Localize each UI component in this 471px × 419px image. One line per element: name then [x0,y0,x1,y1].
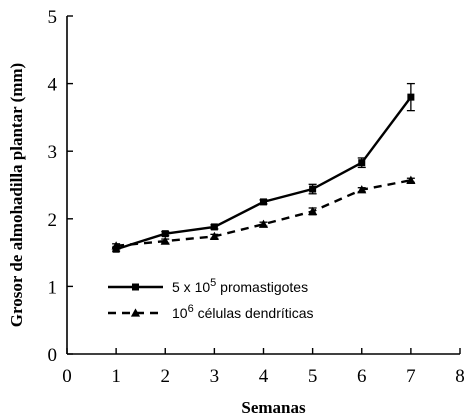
y-tick-label: 4 [48,75,58,96]
x-tick-label: 0 [62,366,72,387]
data-point-marker [358,159,366,167]
y-tick-label: 2 [48,210,58,231]
y-tick-label: 3 [48,142,58,163]
data-point-marker [407,93,415,101]
x-tick-label: 6 [357,366,367,387]
y-axis-title: Grosor de almohadilla plantar (mm) [7,63,26,327]
x-tick-label: 2 [161,366,171,387]
series-layer [111,82,416,253]
data-point-marker [357,185,367,194]
y-tick-label: 5 [48,7,58,28]
legend-item-1: 5 x 105 promastigotes [108,277,308,295]
x-tick-label: 7 [406,366,416,387]
data-point-marker [309,185,317,193]
legend-label: 106 células dendríticas [172,303,314,321]
x-tick-label: 8 [455,366,465,387]
data-point-marker [161,230,169,238]
legend-item-2: 106 células dendríticas [108,303,314,321]
y-tick-label: 1 [48,277,58,298]
data-point-marker [160,236,170,245]
series-2 [111,175,416,250]
legend-label: 5 x 105 promastigotes [172,277,308,295]
legend-marker [132,283,139,291]
x-axis-title: Semanas [241,398,306,417]
legend: 5 x 105 promastigotes 106 células dendrít… [108,277,314,321]
data-point-marker [111,241,121,250]
data-point-marker [258,219,269,228]
data-point-marker [209,231,219,241]
legend-marker [130,308,141,317]
data-point-marker [308,206,318,216]
data-point-marker [260,198,267,206]
x-tick-label: 5 [308,366,318,387]
axes [66,16,460,355]
y-tick-label: 0 [48,345,58,366]
data-point-marker [210,223,218,231]
data-point-marker [406,175,416,184]
x-tick-label: 3 [210,366,220,387]
x-tick-label: 1 [111,366,121,387]
x-tick-label: 4 [259,366,269,387]
axis-ticks: 0 1 2 3 4 5 0 1 2 3 4 5 6 7 8 [48,7,465,387]
